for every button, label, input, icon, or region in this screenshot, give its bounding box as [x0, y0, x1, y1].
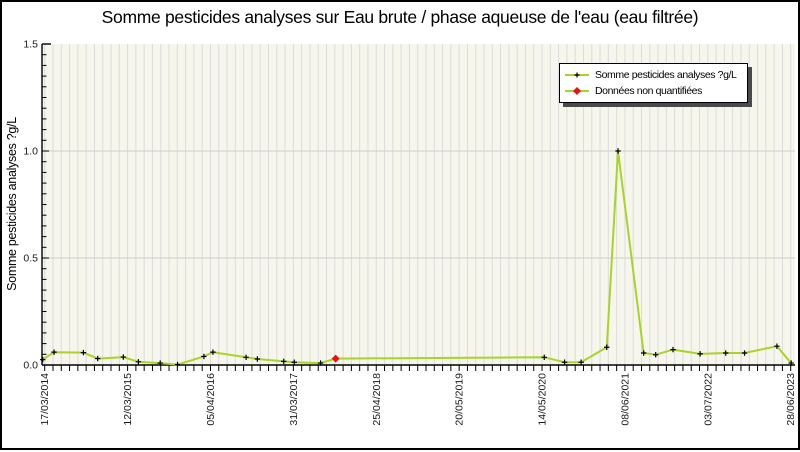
- data-point-marker: [774, 343, 780, 349]
- chart-title: Somme pesticides analyses sur Eau brute …: [101, 7, 699, 27]
- data-point-marker: [640, 350, 647, 356]
- legend: Somme pesticides analyses ?g/L Données n…: [559, 63, 748, 103]
- x-tick-label: 17/03/2014: [39, 373, 51, 426]
- x-tick-label: 20/05/2019: [454, 373, 466, 426]
- green-line-red-diamond-marker-icon: [565, 87, 589, 95]
- x-tick-label: 31/03/2017: [288, 373, 300, 426]
- x-tick-label: 05/04/2016: [205, 373, 217, 426]
- data-point-marker: [80, 349, 87, 356]
- non-quantified-marker: [331, 354, 340, 363]
- y-tick-label: 1.5: [23, 39, 38, 51]
- y-axis-title: Somme pesticides analyses ?g/L: [5, 117, 19, 291]
- data-point-marker: [291, 359, 297, 365]
- y-tick-label: 1.0: [23, 146, 38, 158]
- data-point-marker: [40, 356, 46, 363]
- data-point-marker: [670, 346, 676, 353]
- data-point-marker: [157, 360, 163, 366]
- data-point-marker: [697, 351, 703, 357]
- data-point-marker: [135, 359, 142, 365]
- y-tick-label: 0.0: [23, 360, 38, 372]
- x-tick-label: 28/06/2023: [785, 373, 797, 426]
- x-tick-label: 25/04/2018: [371, 373, 383, 426]
- legend-item-donnees-non-quantifiees: Données non quantifiées: [564, 83, 737, 99]
- data-point-marker: [210, 349, 216, 355]
- data-point-marker: [788, 360, 794, 366]
- x-tick-label: 03/07/2022: [702, 373, 714, 426]
- x-tick-label: 08/06/2021: [619, 373, 631, 426]
- data-point-marker: [120, 354, 127, 360]
- legend-label: Somme pesticides analyses ?g/L: [595, 69, 737, 81]
- data-point-marker: [578, 359, 584, 365]
- y-tick-label: 0.5: [23, 253, 38, 265]
- data-point-marker: [243, 354, 249, 360]
- data-point-marker: [281, 358, 287, 365]
- data-point-marker: [201, 353, 207, 360]
- x-tick-label: 14/05/2020: [537, 373, 549, 426]
- data-point-marker: [615, 148, 621, 154]
- data-point-marker: [561, 359, 568, 365]
- data-point-marker: [652, 352, 659, 358]
- data-point-marker: [741, 350, 748, 356]
- data-point-marker: [317, 360, 324, 366]
- data-point-marker: [604, 344, 610, 350]
- data-point-marker: [174, 361, 181, 368]
- data-point-marker: [541, 354, 547, 360]
- data-point-marker: [95, 355, 101, 362]
- data-point-marker: [254, 356, 261, 362]
- green-line-plus-marker-icon: [565, 72, 589, 78]
- legend-item-somme-pesticides: Somme pesticides analyses ?g/L: [564, 67, 737, 83]
- data-point-marker: [51, 349, 57, 355]
- legend-label: Données non quantifiées: [595, 85, 702, 97]
- x-tick-label: 12/03/2015: [122, 373, 134, 426]
- data-point-marker: [723, 350, 729, 356]
